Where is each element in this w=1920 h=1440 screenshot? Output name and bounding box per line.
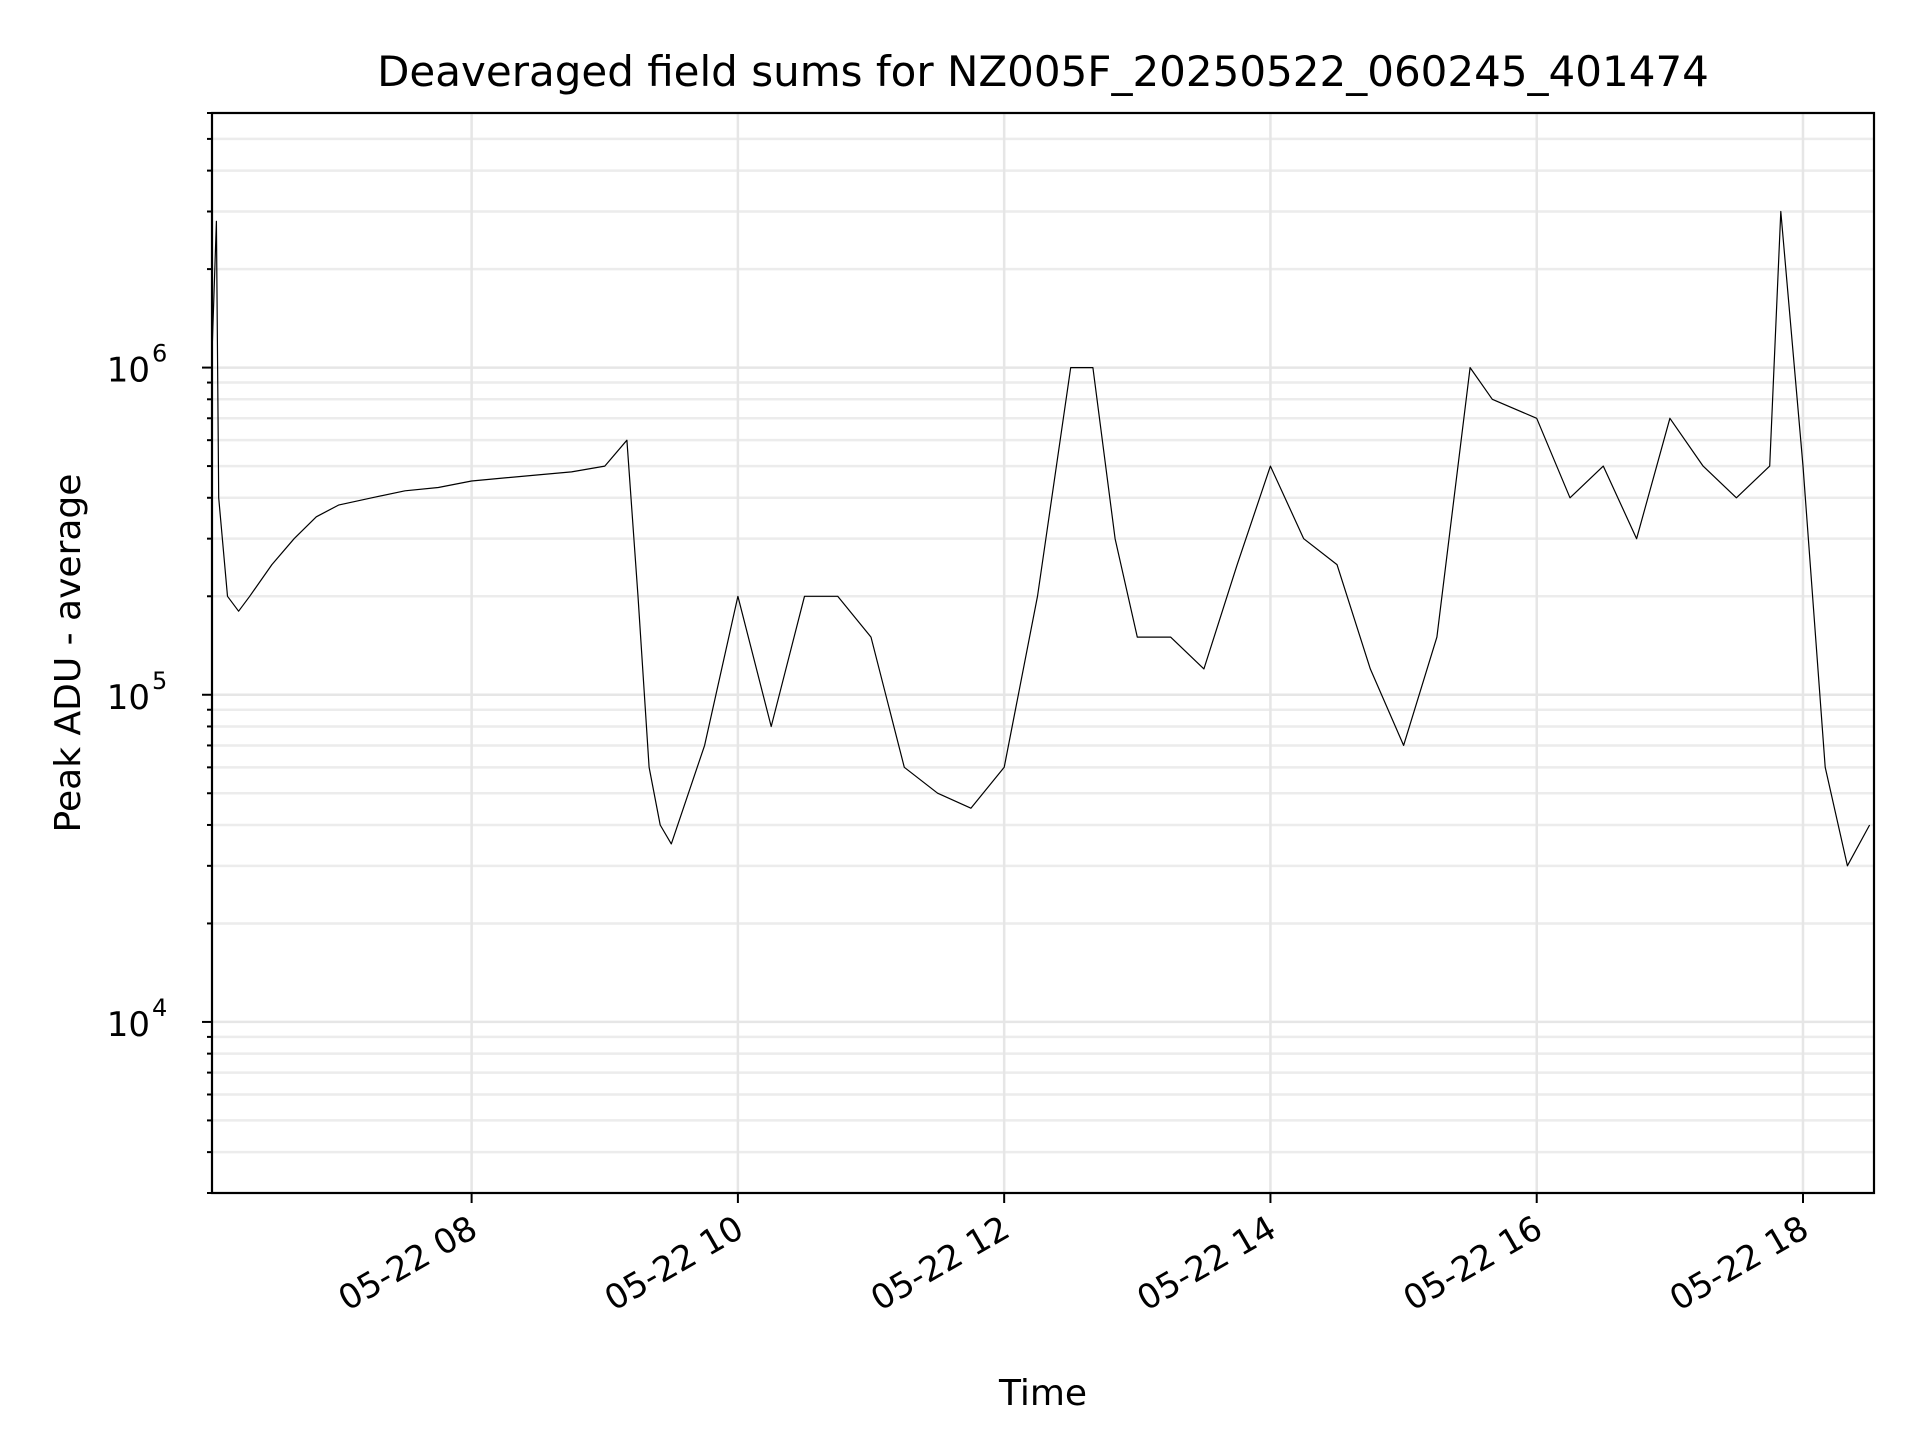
x-axis-label: Time [998,1373,1087,1414]
y-tick-label-exponent: 5 [152,667,167,695]
grid [212,111,1874,1195]
series-line [211,210,1871,867]
x-tick-label: 05-22 12 [864,1208,1016,1319]
x-tick-label: 05-22 16 [1397,1208,1549,1319]
y-tick-label: 10 [107,351,150,391]
plot-frame [210,111,1876,1195]
x-axis: 05-22 08 05-22 10 05-22 12 05-22 14 05-22 16… [332,1193,1815,1319]
x-tick-label: 05-22 18 [1663,1208,1815,1319]
y-tick-label-exponent: 4 [152,994,167,1022]
y-tick-label: 10 [107,678,150,718]
y-tick-label-exponent: 6 [152,340,167,368]
y-axis-label: Peak ADU - average [48,474,89,833]
x-tick-label: 05-22 14 [1131,1208,1283,1319]
y-tick-label: 10 [107,1005,150,1045]
x-tick-label: 05-22 08 [332,1208,484,1319]
x-tick-label: 05-22 10 [598,1208,750,1319]
chart-title: Deaveraged field sums for NZ005F_2025052… [377,47,1709,96]
